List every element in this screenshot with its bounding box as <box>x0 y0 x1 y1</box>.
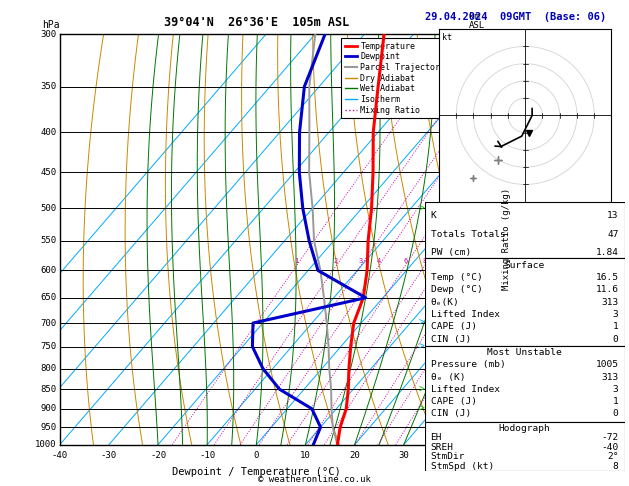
Text: StmSpd (kt): StmSpd (kt) <box>431 462 494 470</box>
Text: 300: 300 <box>40 30 57 38</box>
Text: -6: -6 <box>455 168 465 177</box>
Text: K: K <box>431 210 437 220</box>
Text: -40: -40 <box>52 451 68 460</box>
Text: Dewp (°C): Dewp (°C) <box>431 285 482 294</box>
Text: 29.04.2024  09GMT  (Base: 06): 29.04.2024 09GMT (Base: 06) <box>425 12 606 22</box>
Text: θₑ (K): θₑ (K) <box>431 372 465 382</box>
Text: >: > <box>418 342 424 351</box>
Text: 950: 950 <box>40 423 57 432</box>
Text: LCL: LCL <box>455 426 470 435</box>
Text: >: > <box>418 203 424 213</box>
Text: Hodograph: Hodograph <box>499 424 550 433</box>
Text: CIN (J): CIN (J) <box>431 409 471 418</box>
Text: 40: 40 <box>447 451 459 460</box>
Text: 30: 30 <box>398 451 409 460</box>
Bar <box>425 202 625 259</box>
Text: Most Unstable: Most Unstable <box>487 348 562 357</box>
Text: 500: 500 <box>40 204 57 213</box>
Text: 47: 47 <box>607 229 618 239</box>
Text: Lifted Index: Lifted Index <box>431 310 499 319</box>
Text: km
ASL: km ASL <box>469 12 485 30</box>
Text: -40: -40 <box>601 443 618 451</box>
Text: 10: 10 <box>300 451 311 460</box>
Text: kt: kt <box>442 33 452 41</box>
Text: 2: 2 <box>334 258 338 264</box>
Text: 10: 10 <box>436 258 444 264</box>
Text: 3: 3 <box>613 310 618 319</box>
Text: Pressure (mb): Pressure (mb) <box>431 361 505 369</box>
Text: 750: 750 <box>40 342 57 351</box>
Text: -4: -4 <box>455 272 465 280</box>
Bar <box>425 421 625 471</box>
Text: >: > <box>418 404 424 414</box>
Text: 700: 700 <box>40 318 57 328</box>
Text: 8: 8 <box>613 462 618 470</box>
Text: 1000: 1000 <box>35 440 57 449</box>
Text: Totals Totals: Totals Totals <box>431 229 505 239</box>
Text: PW (cm): PW (cm) <box>431 248 471 258</box>
Text: Dewpoint / Temperature (°C): Dewpoint / Temperature (°C) <box>172 467 341 477</box>
Text: CAPE (J): CAPE (J) <box>431 322 477 331</box>
Text: 850: 850 <box>40 385 57 394</box>
Text: -1: -1 <box>455 402 465 411</box>
Text: 1: 1 <box>613 322 618 331</box>
Text: -8: -8 <box>455 53 465 63</box>
Legend: Temperature, Dewpoint, Parcel Trajectory, Dry Adiabat, Wet Adiabat, Isotherm, Mi: Temperature, Dewpoint, Parcel Trajectory… <box>341 38 448 118</box>
Text: 1: 1 <box>294 258 299 264</box>
Text: 3: 3 <box>359 258 363 264</box>
Text: 600: 600 <box>40 266 57 275</box>
Text: 0: 0 <box>613 335 618 344</box>
Text: -72: -72 <box>601 433 618 442</box>
Text: 1.84: 1.84 <box>596 248 618 258</box>
Text: 1: 1 <box>613 397 618 406</box>
Text: 0: 0 <box>253 451 259 460</box>
Text: 20: 20 <box>349 451 360 460</box>
Bar <box>425 346 625 421</box>
Text: StmDir: StmDir <box>431 452 465 461</box>
Text: 900: 900 <box>40 404 57 413</box>
Text: 313: 313 <box>601 297 618 307</box>
Text: 3: 3 <box>613 384 618 394</box>
Text: 16.5: 16.5 <box>596 273 618 282</box>
Text: -7: -7 <box>455 112 465 121</box>
Text: Lifted Index: Lifted Index <box>431 384 499 394</box>
Text: EH: EH <box>431 433 442 442</box>
Text: © weatheronline.co.uk: © weatheronline.co.uk <box>258 474 371 484</box>
Text: 39°04'N  26°36'E  105m ASL: 39°04'N 26°36'E 105m ASL <box>164 16 349 29</box>
Bar <box>425 259 625 346</box>
Text: >: > <box>418 318 424 328</box>
Text: hPa: hPa <box>42 20 60 30</box>
Text: 450: 450 <box>40 168 57 177</box>
Text: 800: 800 <box>40 364 57 373</box>
Text: 550: 550 <box>40 236 57 245</box>
Text: SREH: SREH <box>431 443 454 451</box>
Text: -2: -2 <box>455 362 465 371</box>
Text: -20: -20 <box>150 451 166 460</box>
Text: Mixing Ratio (g/kg): Mixing Ratio (g/kg) <box>502 188 511 291</box>
Text: 4: 4 <box>377 258 381 264</box>
Text: -30: -30 <box>101 451 117 460</box>
Text: 11.6: 11.6 <box>596 285 618 294</box>
Text: CIN (J): CIN (J) <box>431 335 471 344</box>
Text: 400: 400 <box>40 128 57 137</box>
Text: -5: -5 <box>455 221 465 229</box>
Text: 2°: 2° <box>607 452 618 461</box>
Text: -10: -10 <box>199 451 215 460</box>
Text: 350: 350 <box>40 82 57 91</box>
Text: 8: 8 <box>423 258 426 264</box>
Text: 313: 313 <box>601 372 618 382</box>
Text: Temp (°C): Temp (°C) <box>431 273 482 282</box>
Text: CAPE (J): CAPE (J) <box>431 397 477 406</box>
Text: Surface: Surface <box>504 260 545 270</box>
Text: 650: 650 <box>40 293 57 302</box>
Text: θₑ(K): θₑ(K) <box>431 297 459 307</box>
Text: -3: -3 <box>455 318 465 328</box>
Text: 6: 6 <box>403 258 407 264</box>
Text: 1005: 1005 <box>596 361 618 369</box>
Text: >: > <box>418 384 424 394</box>
Text: 0: 0 <box>613 409 618 418</box>
Text: 13: 13 <box>607 210 618 220</box>
